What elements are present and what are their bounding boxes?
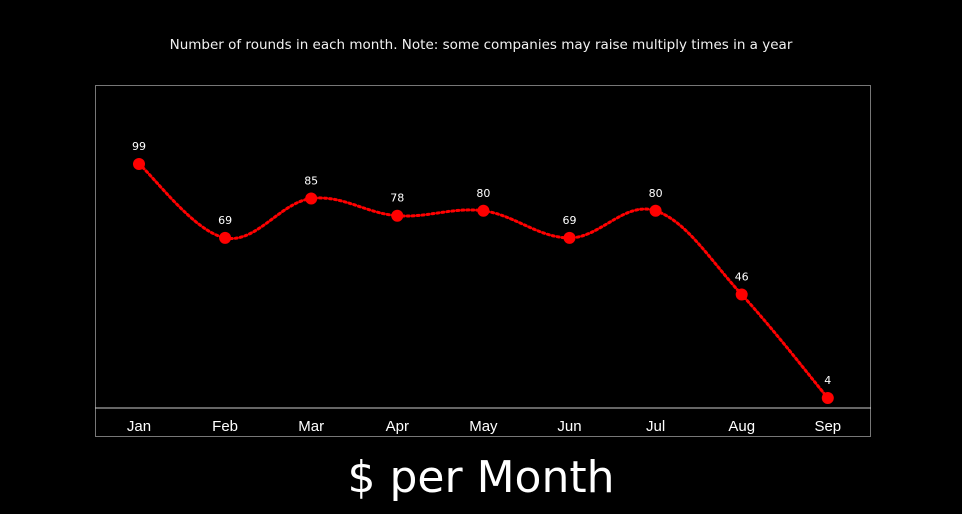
data-label-jan: 99	[132, 140, 146, 153]
chart-subtitle: Number of rounds in each month. Note: so…	[169, 37, 793, 53]
data-label-apr: 78	[390, 192, 404, 205]
data-label-feb: 69	[218, 214, 232, 227]
data-label-aug: 46	[735, 271, 749, 284]
x-tick-label-jul: Jul	[646, 418, 665, 435]
data-point-mar[interactable]	[305, 192, 318, 205]
data-label-sep: 4	[824, 374, 831, 387]
x-tick-label-jun: Jun	[557, 418, 581, 435]
x-tick-label-sep: Sep	[814, 418, 841, 435]
data-point-jan[interactable]	[133, 158, 145, 170]
data-label-mar: 85	[304, 174, 318, 187]
data-label-jul: 80	[649, 187, 663, 200]
data-point-aug[interactable]	[735, 288, 748, 301]
chart-title: $ per Month	[347, 452, 615, 503]
x-tick-label-may: May	[469, 418, 498, 435]
data-label-may: 80	[476, 187, 490, 200]
x-tick-label-apr: Apr	[386, 418, 409, 435]
x-tick-label-aug: Aug	[728, 418, 755, 435]
data-point-may[interactable]	[477, 204, 490, 217]
data-point-jun[interactable]	[563, 231, 576, 244]
x-tick-label-jan: Jan	[127, 418, 151, 435]
x-tick-label-feb: Feb	[212, 418, 238, 435]
plot-area	[95, 85, 871, 437]
data-point-feb[interactable]	[219, 231, 232, 244]
data-label-jun: 69	[563, 214, 577, 227]
data-point-jul[interactable]	[649, 204, 662, 217]
data-point-apr[interactable]	[391, 209, 404, 222]
x-tick-label-mar: Mar	[298, 418, 324, 435]
data-point-sep[interactable]	[821, 392, 834, 404]
